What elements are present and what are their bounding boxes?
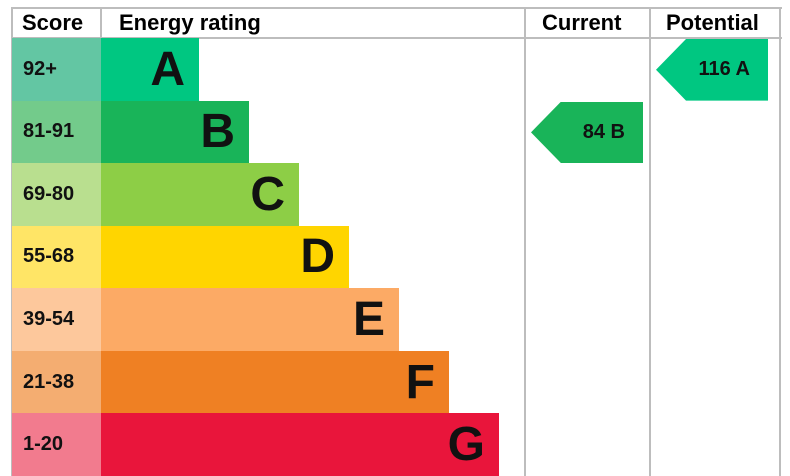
- header-current: Current: [542, 10, 622, 35]
- current-rating-arrow: 84 B: [531, 101, 643, 164]
- header-energy-rating: Energy rating: [119, 10, 261, 35]
- current-divider: [524, 7, 526, 476]
- score-range-G: 1-20: [12, 413, 101, 476]
- rating-bar-E: E: [101, 288, 399, 351]
- header-divider: [12, 37, 782, 39]
- score-range-B: 81-91: [12, 100, 101, 164]
- potential-divider: [649, 7, 651, 476]
- rating-bar-A: A: [101, 38, 199, 101]
- score-divider: [100, 7, 102, 38]
- rating-bar-D: D: [101, 225, 349, 289]
- score-range-E: 39-54: [12, 288, 101, 351]
- top-border: [12, 7, 782, 9]
- rating-bar-F: F: [101, 350, 449, 414]
- score-range-C: 69-80: [12, 163, 101, 226]
- score-range-A: 92+: [12, 38, 101, 101]
- rating-bar-G: G: [101, 413, 499, 476]
- potential-rating-arrow: 116 A: [656, 39, 768, 101]
- right-border: [779, 7, 781, 476]
- rating-bar-C: C: [101, 163, 299, 226]
- score-range-F: 21-38: [12, 350, 101, 414]
- score-range-D: 55-68: [12, 225, 101, 289]
- rating-bar-B: B: [101, 100, 249, 164]
- header-potential: Potential: [666, 10, 759, 35]
- header-score: Score: [22, 10, 84, 35]
